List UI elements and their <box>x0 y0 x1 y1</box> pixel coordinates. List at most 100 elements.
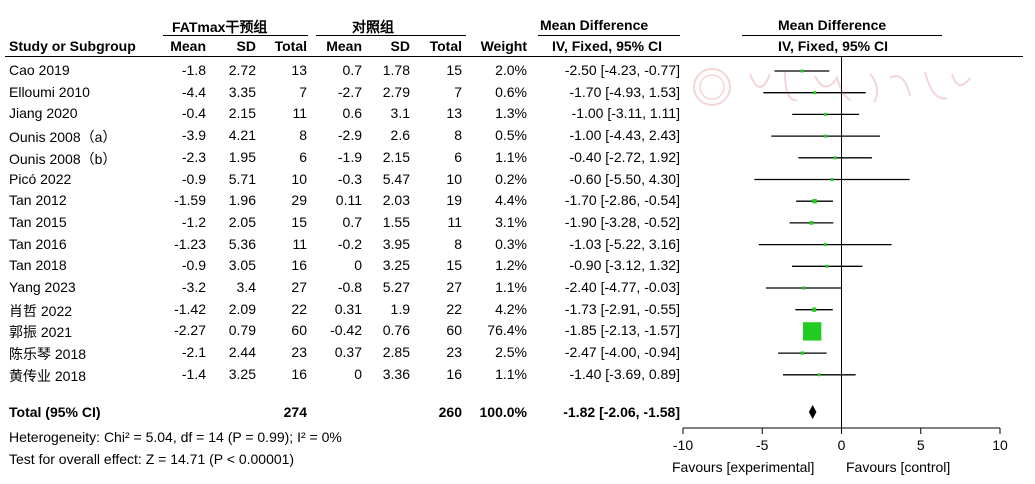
mean1-cell: -1.2 <box>181 213 206 230</box>
x-tick-label: -10 <box>673 437 693 453</box>
sd1-cell: 2.44 <box>228 344 256 361</box>
mean2-cell: -1.9 <box>337 148 362 165</box>
sd1-cell: 3.4 <box>236 279 256 295</box>
sd2-cell: 3.1 <box>390 105 410 122</box>
weight-cell: 3.1% <box>495 213 527 230</box>
study-name: Picó 2022 <box>9 170 72 187</box>
weight-cell: 2.5% <box>495 344 527 361</box>
total2-cell: 23 <box>446 344 462 361</box>
weight-cell: 0.5% <box>495 127 527 144</box>
mean1-cell: -1.8 <box>181 62 206 78</box>
study-name: 陈乐琴 2018 <box>9 346 87 363</box>
sd1-cell: 0.79 <box>228 322 256 339</box>
x-tick-label: -5 <box>756 437 769 453</box>
mean2-cell: 0 <box>354 257 362 274</box>
total2-cell: 19 <box>446 192 462 209</box>
study-name: Cao 2019 <box>9 62 70 78</box>
sd2-cell: 2.15 <box>382 148 410 165</box>
ci-cell: -1.90 [-3.28, -0.52] <box>564 213 680 230</box>
mean1-cell: -2.1 <box>181 344 206 361</box>
total2-cell: 16 <box>446 365 462 382</box>
sd1-cell: 1.95 <box>228 148 256 165</box>
mean1-cell: -3.2 <box>181 279 206 295</box>
mean2-cell: 0.7 <box>342 213 362 230</box>
weight-cell: 4.2% <box>495 300 527 317</box>
sd2-column-header: SD <box>390 38 410 54</box>
total2-column-header: Total <box>429 38 462 54</box>
total-ci-value: -1.82 [-2.06, -1.58] <box>563 404 680 420</box>
effect-square <box>802 322 822 341</box>
effect-square <box>824 112 828 116</box>
overall-effect-text: Test for overall effect: Z = 14.71 (P < … <box>9 451 295 467</box>
weight-column-header: Weight <box>480 38 527 54</box>
mean1-cell: -0.9 <box>181 170 206 187</box>
total1-cell: 6 <box>299 148 307 165</box>
ci-cell: -2.40 [-4.77, -0.03] <box>564 279 680 295</box>
effect-square <box>824 134 828 138</box>
total1-cell: 29 <box>291 192 307 209</box>
sd1-cell: 2.09 <box>228 300 256 317</box>
ci-cell: -0.60 [-5.50, 4.30] <box>569 170 680 187</box>
weight-cell: 1.2% <box>495 257 527 274</box>
ci-cell: -0.40 [-2.72, 1.92] <box>569 148 680 165</box>
effect-square <box>830 178 834 181</box>
study-name: Tan 2012 <box>9 192 67 209</box>
ci-cell: -1.00 [-4.43, 2.43] <box>569 127 680 144</box>
ci-cell: -2.47 [-4.00, -0.94] <box>564 344 680 361</box>
total1-cell: 16 <box>291 257 307 274</box>
mean2-cell: 0.11 <box>335 192 362 209</box>
total1-cell: 22 <box>291 300 307 317</box>
total2-cell: 60 <box>446 322 462 339</box>
study-name: Yang 2023 <box>9 279 76 295</box>
total1-cell: 13 <box>291 62 307 78</box>
mean2-cell: -2.9 <box>337 127 362 144</box>
sd2-cell: 2.85 <box>382 344 410 361</box>
total1-cell: 27 <box>291 279 307 295</box>
watermark-logo <box>693 68 971 106</box>
effect-square <box>823 243 827 247</box>
ci-cell: -1.73 [-2.91, -0.55] <box>564 300 680 317</box>
total1-value: 274 <box>283 404 307 420</box>
ci-cell: -2.50 [-4.23, -0.77] <box>564 62 680 78</box>
total1-cell: 10 <box>291 170 307 187</box>
sd1-cell: 2.15 <box>228 105 256 122</box>
mean2-cell: 0.37 <box>334 344 362 361</box>
ci-cell: -0.90 [-3.12, 1.32] <box>569 257 680 274</box>
study-name: 郭振 2021 <box>9 324 73 341</box>
sd1-column-header: SD <box>236 38 256 54</box>
effect-square <box>809 221 814 225</box>
mean1-cell: -0.9 <box>181 257 206 274</box>
weight-cell: 76.4% <box>487 322 527 339</box>
mean1-cell: -1.4 <box>181 365 206 382</box>
weight-cell: 2.0% <box>495 62 527 78</box>
favours-experimental-label: Favours [experimental] <box>672 459 814 475</box>
total1-cell: 7 <box>299 83 307 100</box>
mean1-cell: -4.4 <box>181 83 206 100</box>
mean1-cell: -1.42 <box>174 300 206 317</box>
study-name: Elloumi 2010 <box>9 83 90 100</box>
weight-cell: 1.1% <box>495 365 527 382</box>
total2-cell: 13 <box>446 105 462 122</box>
x-tick-label: 5 <box>917 437 925 453</box>
mean2-cell: -0.8 <box>337 279 362 295</box>
mean1-cell: -2.3 <box>181 148 206 165</box>
total2-value: 260 <box>438 404 462 420</box>
sd2-cell: 2.79 <box>382 83 410 100</box>
total2-cell: 10 <box>446 170 462 187</box>
total2-cell: 27 <box>446 279 462 295</box>
overall-diamond <box>808 405 817 419</box>
ci-cell: -1.03 [-5.22, 3.16] <box>569 235 680 252</box>
weight-cell: 1.3% <box>495 105 527 122</box>
weight-cell: 0.2% <box>495 170 527 187</box>
total-label: Total (95% CI) <box>9 404 101 420</box>
sd2-cell: 1.78 <box>382 62 410 78</box>
ivfixed-text-header: IV, Fixed, 95% CI <box>552 38 662 54</box>
weight-cell: 0.3% <box>495 235 527 252</box>
weight-cell: 0.6% <box>495 83 527 100</box>
sd1-cell: 4.21 <box>228 127 256 144</box>
x-tick-label: 10 <box>992 437 1008 453</box>
mean-difference-header-text: Mean Difference <box>540 17 649 33</box>
ci-cell: -1.85 [-2.13, -1.57] <box>564 322 680 339</box>
sd1-cell: 2.72 <box>228 62 256 78</box>
